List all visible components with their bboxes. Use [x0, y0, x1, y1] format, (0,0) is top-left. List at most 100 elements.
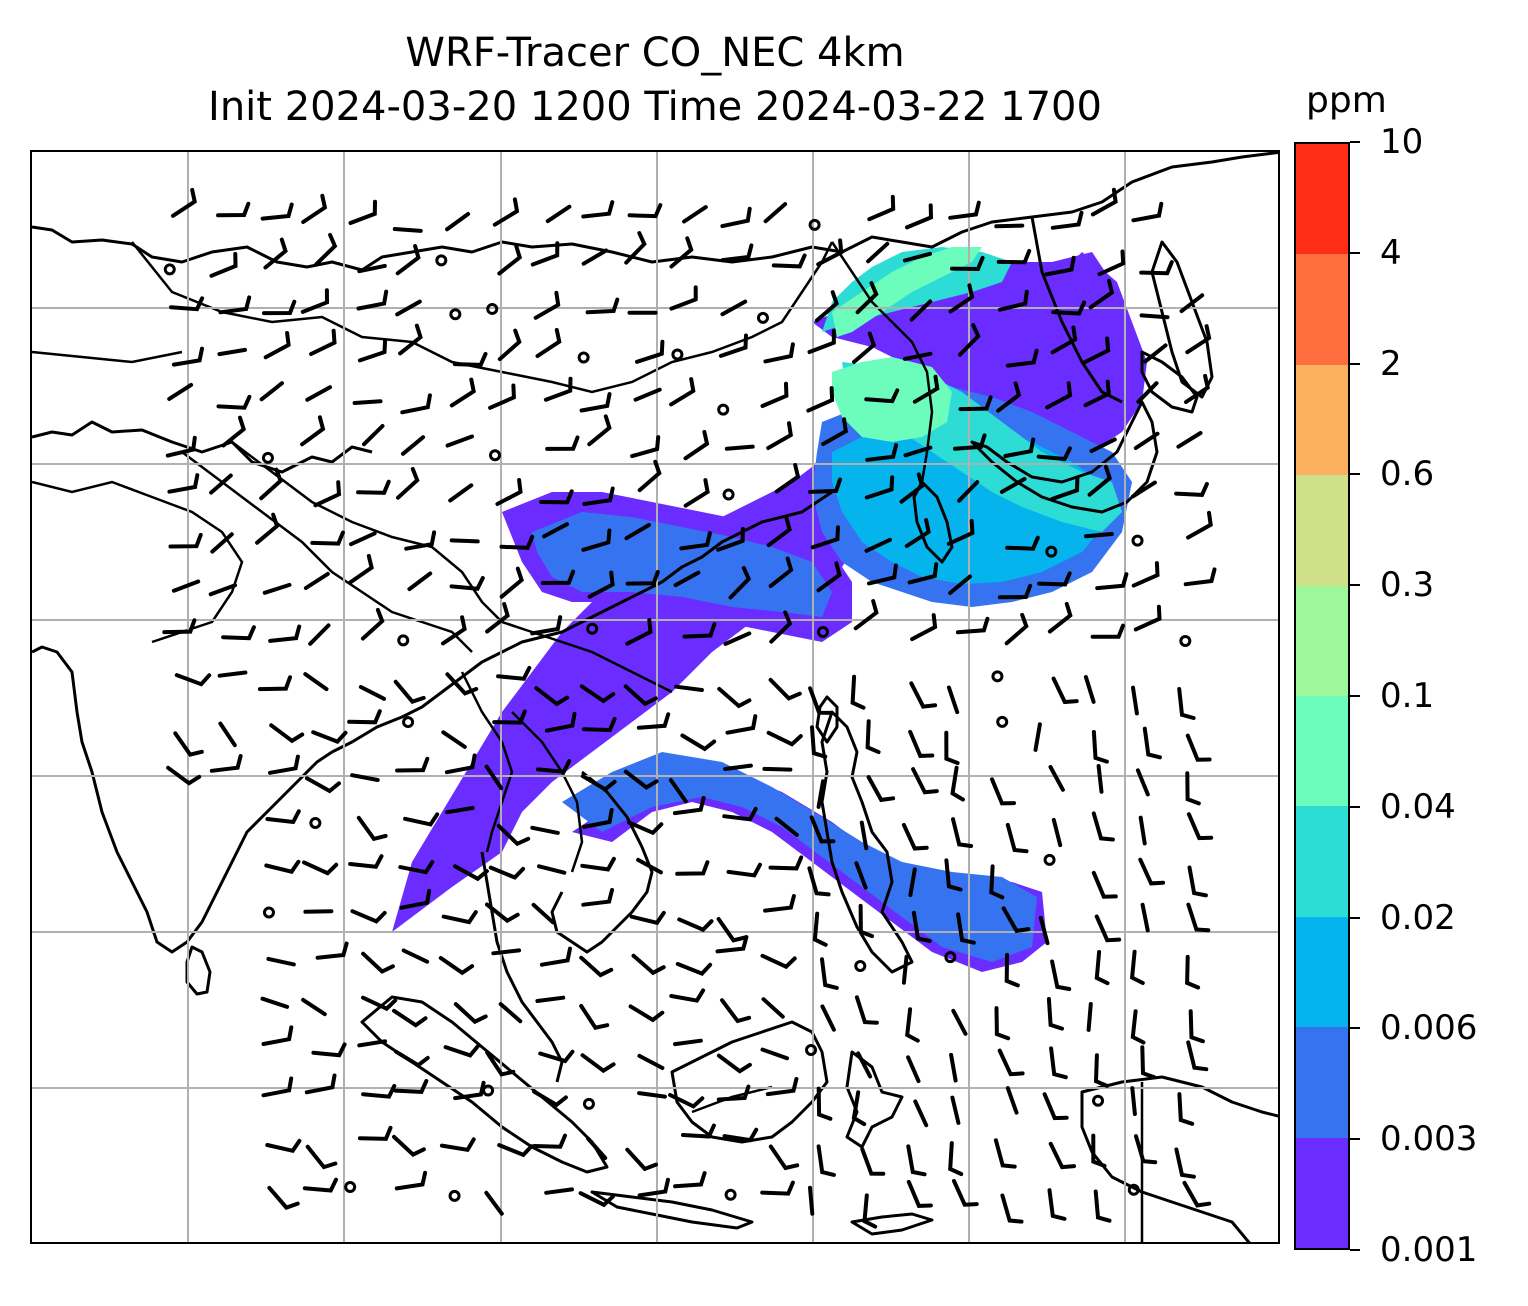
wind-barb [994, 1006, 1011, 1041]
calm-wind-marker [1127, 1183, 1140, 1196]
wind-barb [814, 290, 839, 323]
wind-barb [209, 252, 238, 278]
wind-barb [581, 248, 609, 266]
wind-barb [762, 766, 793, 772]
wind-barb [221, 625, 256, 641]
wind-barb [532, 1133, 567, 1149]
wind-barb [263, 237, 288, 270]
wind-barb [760, 1180, 795, 1196]
wind-barb [495, 478, 523, 506]
wind-barb [958, 323, 981, 357]
wind-barb [1130, 1009, 1146, 1045]
wind-barb [809, 815, 836, 844]
wind-barb [625, 570, 660, 586]
wind-barb [1129, 949, 1145, 985]
border-indochina-1 [460, 671, 514, 853]
calm-wind-marker [854, 959, 867, 972]
wind-barb [403, 812, 440, 827]
wind-barb [401, 435, 426, 456]
wind-barb [1138, 857, 1166, 886]
wind-barb [1090, 623, 1125, 639]
wind-barb [623, 684, 658, 707]
wind-barb [578, 1191, 615, 1208]
wind-barb [816, 779, 825, 809]
wind-barb [580, 1053, 616, 1074]
colorbar-tick [1350, 805, 1360, 808]
wind-barb [1004, 952, 1020, 988]
wind-barb [534, 686, 570, 707]
wind-barb [951, 1008, 968, 1036]
wind-barb [816, 1144, 836, 1177]
wind-barb [167, 473, 200, 494]
wind-barb [1131, 201, 1164, 223]
wind-barb [1186, 812, 1214, 841]
colorbar-tick [1350, 695, 1360, 697]
wind-barb [304, 776, 341, 794]
wind-barb [356, 479, 391, 495]
wind-barb [485, 602, 510, 634]
calm-wind-marker [722, 488, 735, 501]
wind-barb [399, 888, 432, 910]
wind-barb [586, 1136, 608, 1160]
calm-wind-marker [991, 670, 1004, 683]
wind-barb [637, 1177, 670, 1198]
wind-barb [672, 796, 706, 816]
wind-barb [542, 522, 569, 539]
calm-wind-marker [1179, 635, 1192, 648]
wind-barb [723, 763, 753, 771]
wind-barb [865, 719, 881, 755]
wind-barb [1188, 1009, 1205, 1044]
wind-barb [628, 1004, 665, 1023]
wind-barb [167, 382, 194, 401]
wind-barb [807, 328, 836, 354]
wind-barb [766, 421, 793, 450]
wind-barb [301, 997, 327, 1017]
wind-barb [398, 860, 435, 875]
wind-barb [268, 624, 302, 643]
wind-barb [587, 414, 612, 447]
wind-barb [1000, 1193, 1024, 1224]
wind-barb [855, 281, 879, 315]
wind-barb [766, 730, 803, 747]
wind-barb [582, 486, 615, 506]
wind-barb [669, 236, 694, 269]
wind-barb [394, 1170, 428, 1191]
border-china-mongolia [131, 241, 834, 394]
colorbar-segment [1296, 254, 1348, 365]
wind-barb [866, 775, 896, 803]
wind-barb [904, 518, 931, 548]
wind-barb [538, 1049, 575, 1064]
wind-barb [902, 251, 932, 263]
coastline-japan [970, 400, 1159, 514]
colorbar-tick [1350, 251, 1360, 254]
wind-barb [768, 677, 802, 701]
coastline-sumatra [360, 995, 609, 1174]
wind-barb [313, 480, 342, 508]
wind-barb [720, 206, 752, 229]
wind-barb [484, 764, 504, 791]
wind-barb [1134, 1134, 1158, 1165]
wind-barb [530, 825, 560, 835]
wind-barb-layer [162, 187, 1217, 1229]
colorbar-tick [1350, 1249, 1360, 1251]
wind-barb [1138, 815, 1147, 846]
wind-barb [1083, 379, 1111, 408]
wind-barb [448, 483, 474, 503]
tracer-plume-layer [392, 247, 1147, 972]
wind-barb [1091, 1133, 1107, 1168]
wind-barb [438, 956, 475, 976]
wind-barb [255, 512, 280, 545]
wind-barb [1049, 1046, 1068, 1080]
wind-barb [315, 941, 349, 960]
wind-barb [1086, 1002, 1093, 1032]
wind-barb [174, 673, 212, 687]
wind-barb [485, 1050, 516, 1077]
wind-barb [683, 478, 710, 508]
wind-barb [726, 862, 762, 878]
wind-barb [625, 618, 653, 646]
wind-barb [497, 243, 523, 276]
colorbar-tick-label: 4 [1380, 232, 1402, 273]
wind-barb [262, 299, 297, 316]
wind-barb [677, 917, 714, 933]
country-border-layer [32, 241, 1144, 1242]
